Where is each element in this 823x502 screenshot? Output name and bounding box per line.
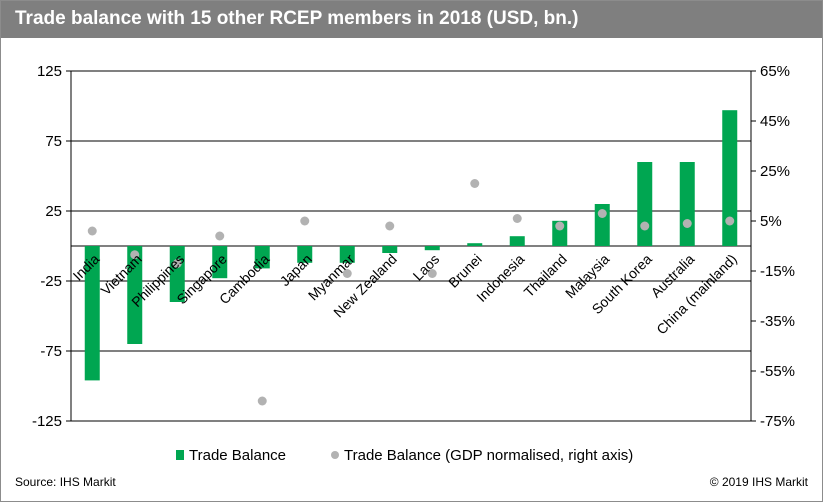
- left-tick-label: 125: [37, 63, 62, 80]
- source-note: Source: IHS Markit: [15, 475, 116, 489]
- left-tick-label: -125: [32, 413, 62, 430]
- left-tick-label: 75: [45, 133, 62, 150]
- left-tick-label: -75: [40, 343, 62, 360]
- bar-indonesia: [509, 236, 525, 246]
- dot-singapore: [215, 231, 225, 241]
- dot-china-mainland-: [725, 216, 735, 226]
- legend-dot-swatch: [331, 451, 339, 459]
- legend-bar-label: Trade Balance: [189, 447, 286, 464]
- dot-new-zealand: [385, 221, 395, 231]
- bar-australia: [679, 162, 695, 246]
- bar-laos: [424, 246, 440, 251]
- chart-title: Trade balance with 15 other RCEP members…: [15, 8, 579, 29]
- bar-china-mainland-: [722, 110, 738, 246]
- copyright-note: © 2019 IHS Markit: [709, 475, 808, 489]
- right-tick-label: -35%: [760, 313, 795, 330]
- bar-india: [84, 246, 100, 381]
- bar-philippines: [169, 246, 185, 302]
- category-label: Thailand: [521, 251, 570, 300]
- dot-myanmar: [342, 269, 352, 278]
- legend-dot-label: Trade Balance (GDP normalised, right axi…: [344, 447, 633, 464]
- dot-cambodia: [257, 396, 267, 406]
- category-label: Laos: [410, 251, 443, 284]
- dot-thailand: [555, 221, 565, 231]
- legend-bar-swatch: [176, 450, 184, 460]
- dot-laos: [427, 269, 437, 278]
- right-tick-label: -15%: [760, 263, 795, 280]
- dot-malaysia: [597, 209, 607, 218]
- bar-myanmar: [339, 246, 355, 263]
- bar-south-korea: [637, 162, 653, 246]
- right-tick-label: 5%: [760, 213, 782, 230]
- dot-japan: [300, 216, 310, 226]
- right-tick-label: -55%: [760, 363, 795, 380]
- bar-japan: [297, 246, 313, 263]
- dot-australia: [682, 219, 692, 228]
- dot-vietnam: [130, 250, 140, 260]
- right-tick-label: 25%: [760, 163, 790, 180]
- dot-philippines: [172, 259, 182, 268]
- category-label: Brunei: [445, 251, 485, 291]
- dot-south-korea: [640, 221, 650, 231]
- title-bar: Trade balance with 15 other RCEP members…: [1, 1, 822, 38]
- left-tick-label: -25: [40, 273, 62, 290]
- dot-brunei: [470, 179, 480, 188]
- bar-new-zealand: [382, 246, 398, 253]
- right-tick-label: 65%: [760, 63, 790, 80]
- bar-vietnam: [127, 246, 143, 344]
- bar-singapore: [212, 246, 228, 279]
- right-tick-label: 45%: [760, 113, 790, 130]
- category-label: China (mainland): [653, 251, 740, 338]
- right-tick-label: -75%: [760, 413, 795, 430]
- bar-cambodia: [254, 246, 270, 269]
- dot-indonesia: [512, 214, 522, 223]
- bar-brunei: [467, 243, 483, 246]
- left-tick-label: 25: [45, 203, 62, 220]
- category-label: Japan: [277, 251, 315, 289]
- dot-india: [87, 226, 97, 236]
